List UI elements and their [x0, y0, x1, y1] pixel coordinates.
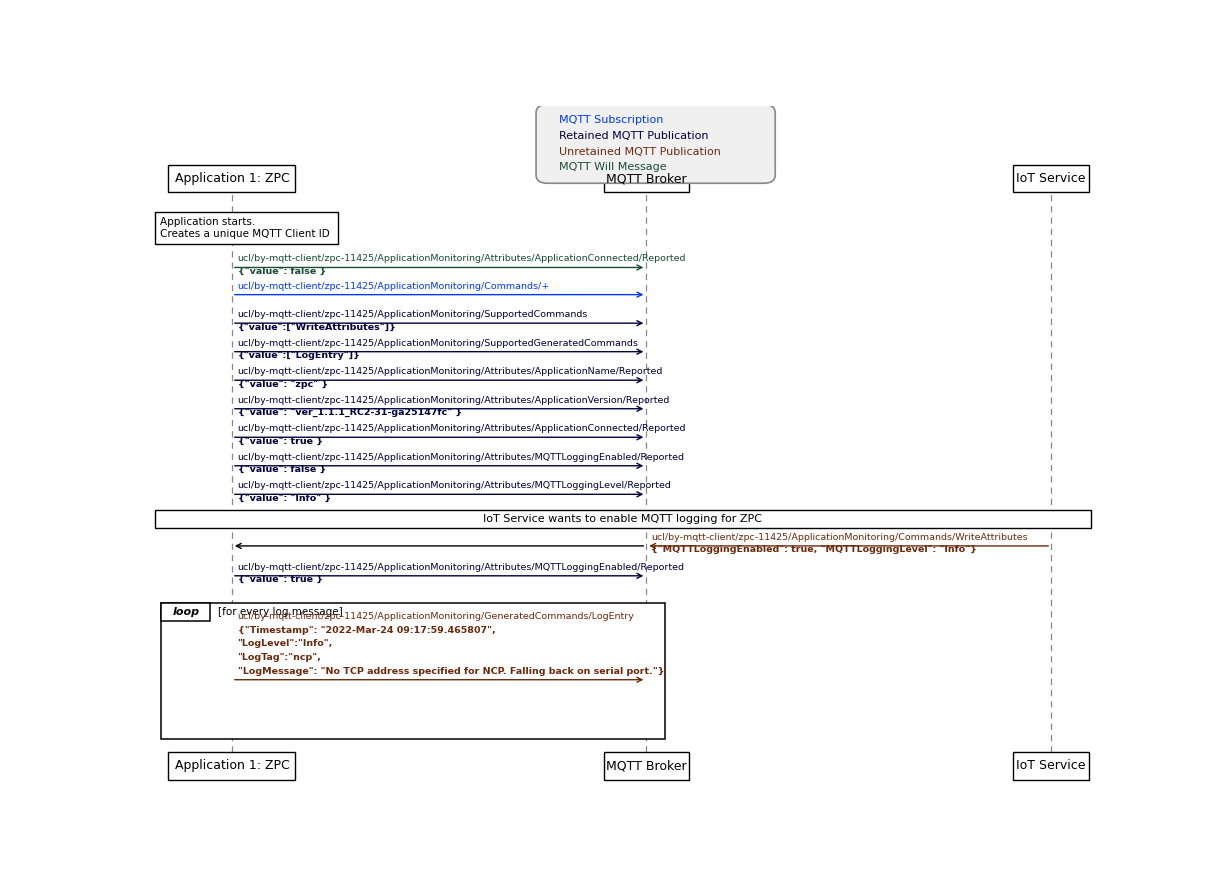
Text: ucl/by-mqtt-client/zpc-11425/ApplicationMonitoring/Attributes/MQTTLoggingEnabled: ucl/by-mqtt-client/zpc-11425/Application…	[238, 452, 684, 461]
Text: {"value": false }: {"value": false }	[238, 266, 326, 276]
FancyBboxPatch shape	[1013, 752, 1089, 780]
Text: MQTT Broker: MQTT Broker	[606, 172, 686, 185]
FancyBboxPatch shape	[154, 212, 338, 244]
Text: ucl/by-mqtt-client/zpc-11425/ApplicationMonitoring/SupportedCommands: ucl/by-mqtt-client/zpc-11425/Application…	[238, 310, 588, 319]
Text: ucl/by-mqtt-client/zpc-11425/ApplicationMonitoring/GeneratedCommands/LogEntry: ucl/by-mqtt-client/zpc-11425/Application…	[238, 612, 634, 621]
FancyBboxPatch shape	[604, 165, 689, 192]
Text: Application 1: ZPC: Application 1: ZPC	[175, 172, 289, 185]
Text: Application starts.
Creates a unique MQTT Client ID: Application starts. Creates a unique MQT…	[160, 217, 330, 239]
Text: IoT Service: IoT Service	[1017, 759, 1086, 773]
Text: "LogMessage": "No TCP address specified for NCP. Falling back on serial port."}: "LogMessage": "No TCP address specified …	[238, 667, 665, 676]
FancyBboxPatch shape	[162, 603, 210, 621]
Text: ucl/by-mqtt-client/zpc-11425/ApplicationMonitoring/Attributes/ApplicationConnect: ucl/by-mqtt-client/zpc-11425/Application…	[238, 254, 686, 264]
Text: MQTT Broker: MQTT Broker	[606, 759, 686, 773]
Text: loop: loop	[173, 607, 199, 617]
Text: ucl/by-mqtt-client/zpc-11425/ApplicationMonitoring/Attributes/MQTTLoggingLevel/R: ucl/by-mqtt-client/zpc-11425/Application…	[238, 482, 672, 490]
Text: IoT Service: IoT Service	[1017, 172, 1086, 185]
Text: {"MQTTLoggingEnabled": true, "MQTTLoggingLevel": "Info"}: {"MQTTLoggingEnabled": true, "MQTTLoggin…	[651, 545, 977, 554]
Text: {"value": false }: {"value": false }	[238, 465, 326, 475]
FancyBboxPatch shape	[169, 165, 295, 192]
Text: "LogTag":"ncp",: "LogTag":"ncp",	[238, 653, 322, 662]
Text: IoT Service wants to enable MQTT logging for ZPC: IoT Service wants to enable MQTT logging…	[484, 513, 762, 524]
Text: ucl/by-mqtt-client/zpc-11425/ApplicationMonitoring/Attributes/MQTTLoggingEnabled: ucl/by-mqtt-client/zpc-11425/Application…	[238, 563, 684, 572]
FancyBboxPatch shape	[154, 510, 1091, 527]
Text: ucl/by-mqtt-client/zpc-11425/ApplicationMonitoring/SupportedGeneratedCommands: ucl/by-mqtt-client/zpc-11425/Application…	[238, 339, 638, 348]
Text: ucl/by-mqtt-client/zpc-11425/ApplicationMonitoring/Attributes/ApplicationVersion: ucl/by-mqtt-client/zpc-11425/Application…	[238, 396, 669, 405]
Text: {"value":["LogEntry"]}: {"value":["LogEntry"]}	[238, 351, 361, 360]
Text: MQTT Will Message: MQTT Will Message	[559, 162, 666, 172]
Text: {"Timestamp": "2022-Mar-24 09:17:59.465807",: {"Timestamp": "2022-Mar-24 09:17:59.4658…	[238, 626, 496, 635]
Text: {"value": "ver_1.1.1_RC2-31-ga25147fc" }: {"value": "ver_1.1.1_RC2-31-ga25147fc" }	[238, 408, 462, 417]
Text: Application 1: ZPC: Application 1: ZPC	[175, 759, 289, 773]
Text: {"value": true }: {"value": true }	[238, 575, 322, 584]
Text: [for every log message]: [for every log message]	[217, 607, 343, 617]
FancyBboxPatch shape	[1013, 165, 1089, 192]
Text: Unretained MQTT Publication: Unretained MQTT Publication	[559, 146, 720, 157]
FancyBboxPatch shape	[604, 752, 689, 780]
Text: "LogLevel":"Info",: "LogLevel":"Info",	[238, 639, 333, 648]
Text: ucl/by-mqtt-client/zpc-11425/ApplicationMonitoring/Attributes/ApplicationName/Re: ucl/by-mqtt-client/zpc-11425/Application…	[238, 367, 663, 376]
Text: {"value": "Info" }: {"value": "Info" }	[238, 494, 330, 503]
Text: {"value":["WriteAttributes"]}: {"value":["WriteAttributes"]}	[238, 323, 396, 332]
Text: Retained MQTT Publication: Retained MQTT Publication	[559, 131, 708, 141]
Text: ucl/by-mqtt-client/zpc-11425/ApplicationMonitoring/Commands/+: ucl/by-mqtt-client/zpc-11425/Application…	[238, 281, 550, 290]
Text: {"value": true }: {"value": true }	[238, 437, 322, 445]
FancyBboxPatch shape	[162, 603, 665, 739]
Text: ucl/by-mqtt-client/zpc-11425/ApplicationMonitoring/Attributes/ApplicationConnect: ucl/by-mqtt-client/zpc-11425/Application…	[238, 424, 686, 433]
FancyBboxPatch shape	[169, 752, 295, 780]
Text: ucl/by-mqtt-client/zpc-11425/ApplicationMonitoring/Commands/WriteAttributes: ucl/by-mqtt-client/zpc-11425/Application…	[651, 533, 1028, 542]
Text: MQTT Subscription: MQTT Subscription	[559, 116, 663, 125]
Text: {"value": "zpc" }: {"value": "zpc" }	[238, 379, 328, 389]
FancyBboxPatch shape	[536, 104, 775, 183]
